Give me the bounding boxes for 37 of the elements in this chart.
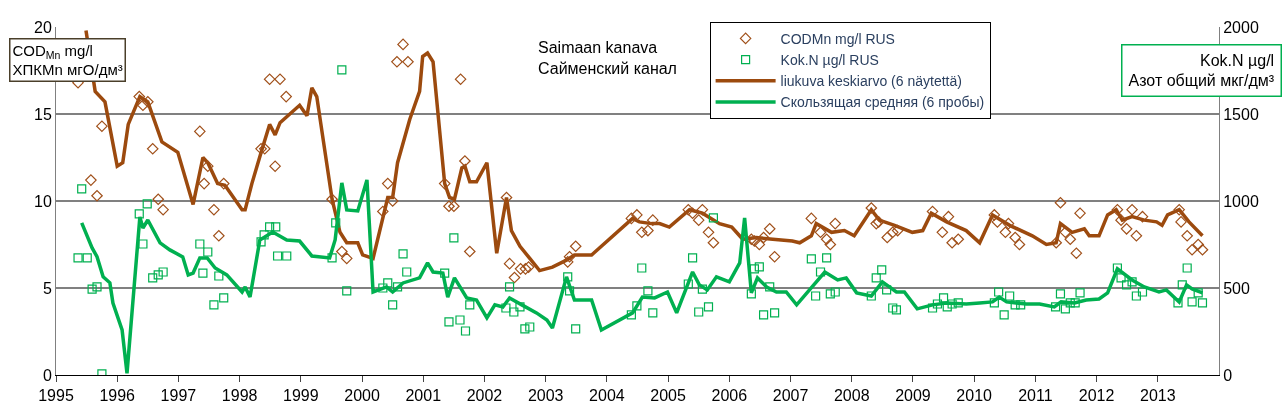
y-tick-label: 5	[42, 279, 52, 297]
legend-label: liukuva keskiarvo (6 näytettä)	[780, 73, 962, 90]
x-tick-label: 1996	[99, 387, 136, 405]
legend-label: Kok.N µg/l RUS	[780, 52, 879, 69]
y-tick-label: 10	[34, 192, 52, 210]
x-tick-label: 2010	[956, 387, 993, 405]
y2-tick-label: 2000	[1223, 18, 1259, 36]
line-series	[79, 178, 1205, 375]
x-tick-label: 2011	[1018, 387, 1053, 405]
x-tick-label: 2007	[772, 387, 809, 405]
x-tick-label: 2000	[344, 387, 380, 405]
text: Saimaan kanava Сайменский канал	[538, 39, 677, 77]
x-tick-label: 2001	[405, 387, 442, 405]
x-tick-label: 2002	[466, 387, 503, 405]
y2-axis-title: Kok.N µg/l Азот общий мкг/дм³	[1128, 51, 1275, 90]
legend-label: CODMn mg/l RUS	[780, 30, 895, 47]
x-tick-label: 1995	[38, 387, 74, 405]
y-axis-title: COD$_{Mn}$ mg/l ХПКMn мгО/дм³	[12, 41, 123, 78]
x-tick-label: 2005	[650, 387, 687, 405]
x-tick-label: 2003	[527, 387, 564, 405]
x-tick-label: 2012	[1078, 387, 1115, 405]
y2-tick-label: 1500	[1223, 105, 1259, 123]
x-tick-label: 1999	[283, 387, 319, 405]
y2-tick-label: 500	[1223, 279, 1250, 297]
legend-label: Скользящая средняя (6 пробы)	[780, 94, 985, 111]
y-tick-label: 0	[42, 366, 52, 384]
x-tick-label: 2004	[589, 387, 625, 405]
x-tick-label: 2006	[711, 387, 748, 405]
x-tick-label: 2009	[895, 387, 931, 405]
y-tick-label: 20	[34, 18, 52, 36]
x-tick-label: 2013	[1139, 387, 1176, 405]
y-tick-label: 15	[34, 105, 52, 123]
y2-tick-label: 0	[1223, 366, 1233, 384]
y2-tick-label: 1000	[1223, 192, 1259, 210]
x-tick-label: 1997	[160, 387, 197, 405]
x-tick-label: 1998	[221, 387, 258, 405]
x-tick-label: 2008	[833, 387, 870, 405]
